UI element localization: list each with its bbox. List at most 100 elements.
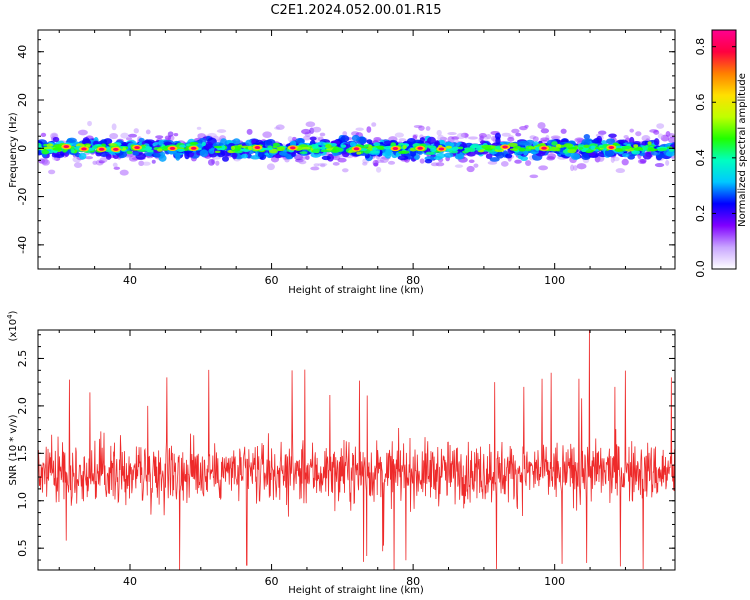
spectrogram-panel: 40 60 80 100 -40 -20 0 20 40 Height of straight… (8, 29, 676, 296)
heatmap-cell (312, 126, 322, 133)
snr-y-tick-label: 2.5 (16, 350, 29, 368)
heatmap-cell (291, 136, 297, 141)
heatmap-cell (87, 120, 92, 127)
heatmap-cell (447, 132, 457, 136)
heatmap-cell (610, 156, 615, 163)
heatmap-cell (538, 165, 548, 171)
heatmap-cell (43, 143, 48, 147)
heatmap-cell (362, 161, 368, 166)
heatmap-cell (155, 135, 164, 139)
heatmap-cell (108, 143, 117, 147)
heatmap-cell (179, 144, 186, 148)
heatmap-cell (540, 137, 550, 141)
heatmap-cell (355, 127, 364, 131)
snr-y-tick-label: 1.5 (16, 445, 29, 463)
heatmap-cell (425, 145, 433, 148)
heatmap-cell (469, 145, 478, 149)
heatmap-cell (467, 136, 478, 140)
heatmap-cell (427, 136, 436, 145)
heatmap-cell (591, 139, 600, 144)
heatmap-cell (621, 153, 630, 158)
heatmap-cell (494, 132, 501, 140)
heatmap-cell (77, 129, 88, 136)
heatmap-cell (342, 151, 350, 158)
heatmap-cell (621, 146, 631, 150)
heatmap-cell (418, 125, 425, 131)
heatmap-cell (515, 132, 522, 137)
heatmap-cell (570, 153, 581, 160)
heatmap-cell (487, 160, 498, 165)
heatmap-cell (305, 121, 316, 128)
heatmap-cell (62, 148, 67, 153)
snr-series-line (38, 330, 675, 570)
heatmap-cell (156, 148, 163, 152)
snr-x-tick-label: 100 (544, 575, 565, 588)
snr-x-tick-label: 40 (123, 575, 137, 588)
heatmap-cell (570, 164, 575, 172)
heatmap-cell (250, 155, 261, 160)
heatmap-cell (266, 163, 275, 171)
heatmap-cell (555, 144, 562, 149)
heatmap-cell (41, 149, 50, 155)
colorbar-tick-label: 0.2 (694, 205, 707, 223)
heatmap-peak-core (392, 147, 399, 151)
heatmap-cell (430, 162, 440, 167)
heatmap-cell (667, 136, 675, 144)
heatmap-cell (52, 147, 63, 151)
heatmap-cell (87, 147, 95, 151)
heatmap-cell (375, 166, 382, 173)
heatmap-peak-core (290, 146, 296, 150)
heatmap-cell (245, 139, 253, 146)
heatmap-cell (398, 142, 405, 146)
heatmap-cell (398, 150, 406, 154)
heatmap-cell (465, 147, 474, 153)
snr-frame (37, 329, 676, 571)
heatmap-cell (500, 160, 509, 167)
snr-y-tick-label: 1.0 (16, 492, 29, 510)
heatmap-cell (653, 138, 660, 146)
heatmap-cell (435, 152, 446, 159)
heatmap-cell (41, 158, 49, 165)
heatmap-cell (629, 128, 635, 133)
spectrogram-heatmap (38, 120, 675, 179)
heatmap-cell (402, 145, 407, 150)
heatmap-cell (303, 135, 311, 141)
heatmap-cell (563, 143, 574, 148)
heatmap-cell (642, 145, 649, 150)
heatmap-cell (641, 135, 651, 142)
heatmap-cell (535, 146, 540, 151)
heatmap-peak-core (438, 147, 445, 151)
spectrogram-x-tick-label: 100 (544, 274, 565, 287)
heatmap-cell (312, 148, 320, 153)
heatmap-cell (430, 147, 437, 153)
heatmap-peak-core (98, 147, 105, 151)
heatmap-cell (158, 139, 164, 146)
heatmap-cell (189, 141, 199, 145)
spectrogram-x-tick-label: 80 (406, 274, 420, 287)
snr-y-axis: 0.5 1.0 1.5 2.0 2.5 (16, 334, 675, 561)
heatmap-cell (142, 161, 151, 166)
heatmap-cell (387, 160, 396, 165)
heatmap-peak-core (541, 146, 547, 150)
spectrogram-x-tick-label: 40 (123, 274, 137, 287)
spectrogram-y-tick-label: -40 (16, 236, 29, 254)
heatmap-cell (230, 145, 236, 150)
heatmap-cell (454, 164, 464, 168)
heatmap-cell (295, 138, 305, 145)
heatmap-peak-core (134, 146, 140, 150)
heatmap-cell (262, 131, 272, 138)
heatmap-cell (356, 151, 362, 155)
heatmap-cell (46, 143, 54, 147)
heatmap-cell (120, 132, 130, 139)
heatmap-cell (443, 152, 454, 158)
heatmap-cell (207, 159, 215, 166)
heatmap-cell (468, 159, 475, 163)
heatmap-cell (153, 153, 161, 158)
heatmap-cell (232, 151, 238, 160)
heatmap-cell (583, 144, 590, 148)
spectrogram-y-tick-label: 0 (16, 145, 29, 152)
heatmap-cell (92, 160, 98, 165)
colorbar-label: Normalized spectral amplitude (737, 73, 748, 227)
heatmap-cell (347, 150, 354, 153)
